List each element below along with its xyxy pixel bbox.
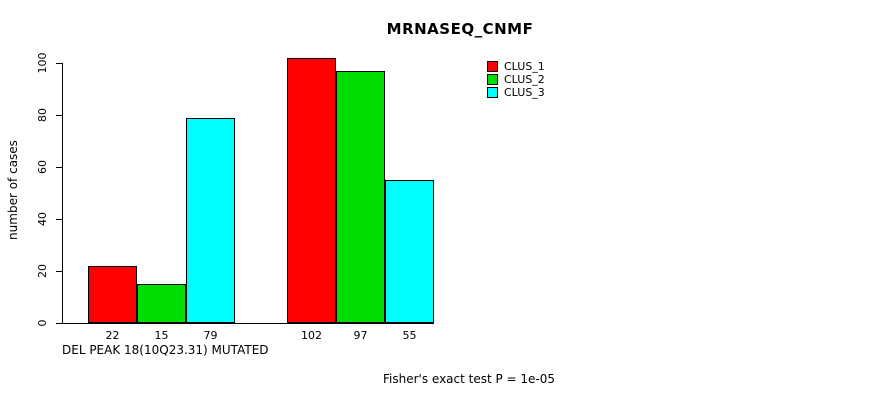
bar-CLUS_1-group-1 (88, 266, 137, 323)
y-tick-label: 40 (36, 212, 49, 226)
bar-value-label: 97 (353, 329, 368, 342)
bar-CLUS_3-group-1 (186, 118, 235, 323)
bar-value-label: 55 (402, 329, 417, 342)
bar-CLUS_3-group-2 (385, 180, 434, 323)
y-tick-mark (56, 167, 62, 168)
y-tick-mark (56, 219, 62, 220)
y-tick-label: 0 (36, 319, 49, 327)
bar-value-label: 102 (301, 329, 322, 342)
bar-CLUS_2-group-1 (137, 284, 186, 323)
x-axis-label: DEL PEAK 18(10Q23.31) MUTATED (62, 343, 269, 357)
y-tick-label: 80 (36, 108, 49, 122)
y-axis-line (62, 63, 63, 324)
chart-title: MRNASEQ_CNMF (386, 20, 534, 38)
bar-value-label: 22 (105, 329, 120, 342)
bar-CLUS_2-group-2 (336, 71, 385, 323)
y-tick-label: 20 (36, 264, 49, 278)
legend-swatch-CLUS_3 (487, 87, 498, 98)
legend-item-CLUS_2: CLUS_2 (487, 73, 545, 86)
y-tick-mark (56, 323, 62, 324)
legend-label: CLUS_2 (504, 73, 545, 86)
bar-value-label: 79 (203, 329, 218, 342)
y-tick-mark (56, 63, 62, 64)
legend-label: CLUS_1 (504, 60, 545, 73)
legend-item-CLUS_3: CLUS_3 (487, 86, 545, 99)
x-axis-line (62, 323, 434, 324)
bar-value-label: 15 (154, 329, 169, 342)
legend-item-CLUS_1: CLUS_1 (487, 60, 545, 73)
legend-label: CLUS_3 (504, 86, 545, 99)
y-axis-label: number of cases (6, 140, 20, 240)
legend-swatch-CLUS_1 (487, 61, 498, 72)
y-tick-mark (56, 115, 62, 116)
y-tick-mark (56, 271, 62, 272)
y-tick-label: 60 (36, 160, 49, 174)
legend-swatch-CLUS_2 (487, 74, 498, 85)
fisher-test-note: Fisher's exact test P = 1e-05 (383, 372, 556, 386)
bar-CLUS_1-group-2 (287, 58, 336, 323)
legend: CLUS_1 CLUS_2 CLUS_3 (487, 60, 545, 99)
y-tick-label: 100 (36, 52, 49, 74)
